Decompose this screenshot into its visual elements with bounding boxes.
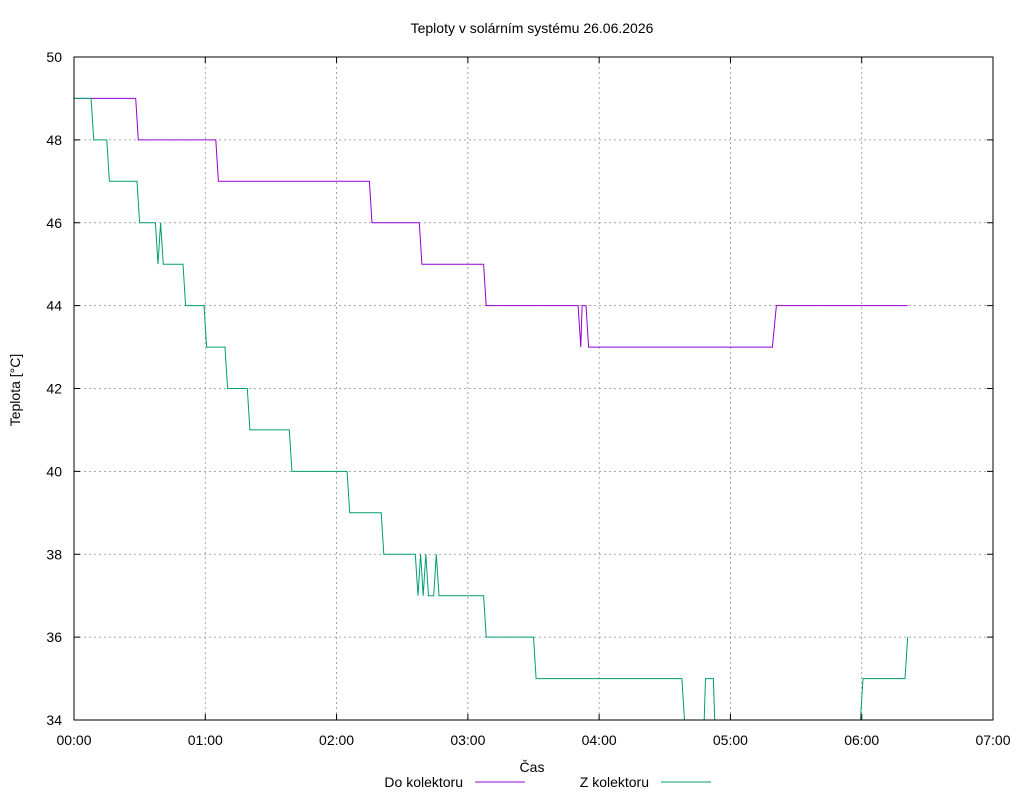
y-tick-label: 34: [46, 712, 62, 728]
x-axis-label: Čas: [520, 759, 545, 775]
y-axis-label: Teplota [°C]: [7, 354, 23, 427]
x-tick-label: 00:00: [56, 732, 91, 748]
y-tick-label: 48: [46, 132, 62, 148]
grid: [74, 57, 993, 720]
x-tick-labels: 00:00 01:00 02:00 03:00 04:00 05:00 06:00 07:00: [56, 732, 1010, 748]
legend-label: Z kolektoru: [580, 774, 649, 790]
chart-title: Teploty v solárním systému 26.06.2026: [411, 20, 654, 36]
y-tick-label: 50: [46, 49, 62, 65]
y-tick-label: 40: [46, 463, 62, 479]
y-tick-label: 38: [46, 546, 62, 562]
x-tick-label: 06:00: [844, 732, 879, 748]
y-tick-labels: 34 36 38 40 42 44 46 48 50: [46, 49, 62, 728]
x-tick-label: 01:00: [188, 732, 223, 748]
x-tick-label: 02:00: [319, 732, 354, 748]
ticks: [73, 56, 994, 721]
x-tick-label: 04:00: [582, 732, 617, 748]
x-tick-label: 07:00: [975, 732, 1010, 748]
y-tick-label: 46: [46, 215, 62, 231]
y-tick-label: 42: [46, 381, 62, 397]
y-tick-label: 36: [46, 629, 62, 645]
x-tick-label: 05:00: [713, 732, 748, 748]
x-tick-label: 03:00: [450, 732, 485, 748]
legend-label: Do kolektoru: [384, 774, 463, 790]
series-line-1: [74, 97, 908, 348]
legend: Do kolektoru Z kolektoru: [384, 774, 711, 790]
y-tick-label: 44: [46, 298, 62, 314]
